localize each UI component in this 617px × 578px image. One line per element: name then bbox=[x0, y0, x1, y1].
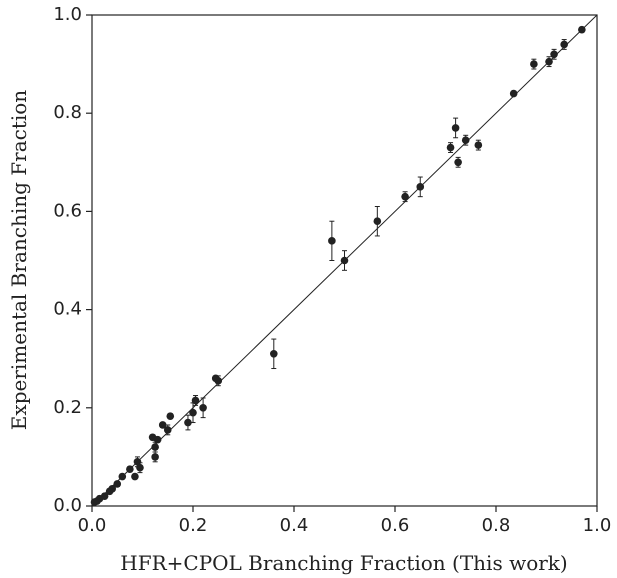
point bbox=[270, 349, 278, 358]
point bbox=[90, 498, 99, 506]
point bbox=[461, 136, 470, 145]
point bbox=[163, 426, 172, 434]
y-tick-label: 1.0 bbox=[53, 4, 82, 25]
point bbox=[416, 183, 425, 191]
x-tick-label: 0.4 bbox=[280, 515, 309, 536]
y-tick-label: 0.4 bbox=[53, 299, 82, 320]
y-tick-label: 0.2 bbox=[53, 397, 82, 418]
x-tick-label: 0.8 bbox=[482, 515, 511, 536]
point bbox=[373, 217, 382, 226]
point bbox=[578, 25, 586, 34]
point bbox=[509, 89, 518, 98]
y-tick-label: 0.6 bbox=[53, 200, 82, 221]
point bbox=[451, 124, 460, 132]
y-tick-label: 0.8 bbox=[53, 102, 82, 123]
y-tick-label: 0.0 bbox=[53, 495, 82, 516]
point bbox=[328, 237, 336, 245]
point bbox=[126, 465, 134, 473]
point bbox=[189, 408, 197, 417]
point bbox=[199, 404, 207, 412]
x-tick-label: 1.0 bbox=[583, 515, 612, 536]
point bbox=[454, 158, 462, 167]
point bbox=[113, 480, 122, 488]
point bbox=[166, 412, 175, 420]
point bbox=[530, 60, 538, 68]
x-tick-label: 0.2 bbox=[179, 515, 208, 536]
x-tick-label: 0.6 bbox=[381, 515, 410, 536]
point bbox=[340, 256, 349, 265]
point bbox=[446, 143, 455, 152]
point bbox=[151, 443, 159, 451]
y-axis-label: Experimental Branching Fraction bbox=[7, 90, 31, 430]
point bbox=[211, 374, 220, 383]
point bbox=[191, 396, 200, 405]
point bbox=[158, 421, 167, 429]
point bbox=[148, 433, 157, 442]
point bbox=[133, 458, 142, 466]
point bbox=[474, 141, 483, 149]
point bbox=[560, 40, 568, 49]
point bbox=[550, 50, 558, 59]
plot-frame bbox=[91, 14, 598, 507]
point bbox=[136, 463, 144, 472]
point bbox=[184, 418, 192, 427]
point bbox=[105, 487, 114, 496]
point bbox=[401, 192, 409, 201]
point bbox=[545, 57, 553, 66]
point bbox=[131, 472, 139, 481]
point bbox=[118, 472, 127, 481]
point bbox=[151, 453, 159, 461]
x-tick-label: 0.0 bbox=[78, 515, 107, 536]
x-axis-label: HFR+CPOL Branching Fraction (This work) bbox=[120, 551, 567, 575]
